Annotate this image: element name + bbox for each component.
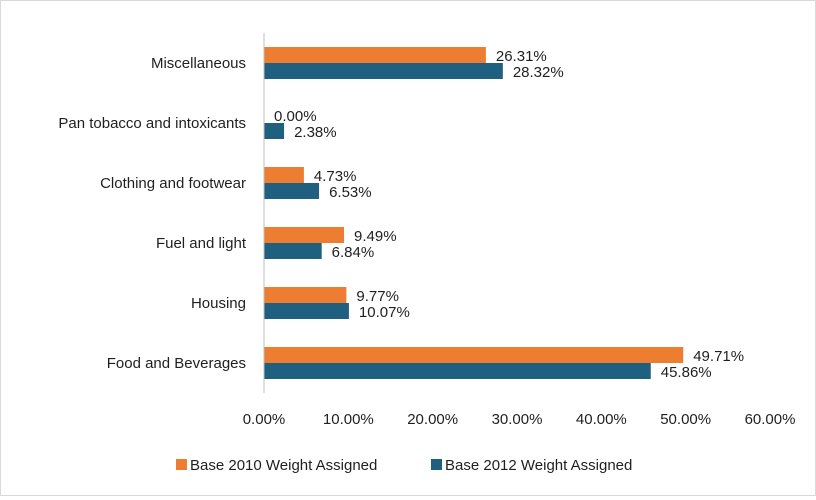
category-label-fuel-and-light: Fuel and light [156,235,247,252]
x-tick-label: 50.00% [660,411,711,428]
data-label-base-2010-weight-assigned-clothing-and-footwear: 4.73% [314,168,357,185]
data-label-base-2010-weight-assigned-miscellaneous: 26.31% [496,48,547,65]
category-labels: Food and Beverages Housing Fuel and light C… [58,55,246,372]
category-label-pan-tobacco-and-intoxicants: Pan tobacco and intoxicants [58,115,246,132]
bar-base-2012-weight-assigned-housing [264,303,349,319]
data-label-base-2012-weight-assigned-miscellaneous: 28.32% [513,64,564,81]
data-labels: 49.71%45.86% 9.77%10.07% 9.49%6.84% 4.73%6.… [274,48,744,381]
x-tick-label: 0.00% [243,411,286,428]
legend-label-base-2012-weight-assigned: Base 2012 Weight Assigned [445,457,632,474]
legend-swatch-base-2012-weight-assigned [431,459,442,470]
data-label-base-2012-weight-assigned-food-and-beverages: 45.86% [661,364,712,381]
bar-base-2010-weight-assigned-clothing-and-footwear [264,167,304,183]
category-label-clothing-and-footwear: Clothing and footwear [100,175,246,192]
legend-swatch-base-2010-weight-assigned [176,459,187,470]
data-label-base-2012-weight-assigned-clothing-and-footwear: 6.53% [329,184,372,201]
legend-label-base-2010-weight-assigned: Base 2010 Weight Assigned [190,457,377,474]
x-tick-label: 60.00% [745,411,796,428]
data-label-base-2012-weight-assigned-housing: 10.07% [359,304,410,321]
bar-base-2012-weight-assigned-clothing-and-footwear [264,183,320,199]
data-label-base-2010-weight-assigned-fuel-and-light: 9.49% [354,228,397,245]
data-label-base-2010-weight-assigned-food-and-beverages: 49.71% [693,348,744,365]
x-tick-labels: 0.00% 10.00% 20.00% 30.00% 40.00% 50.00% 60.00… [243,411,796,428]
data-label-base-2010-weight-assigned-pan-tobacco-and-intoxicants: 0.00% [274,108,317,125]
data-label-base-2012-weight-assigned-pan-tobacco-and-intoxicants: 2.38% [294,124,337,141]
category-label-miscellaneous: Miscellaneous [151,55,246,72]
bar-base-2010-weight-assigned-housing [264,287,347,303]
legend: Base 2010 Weight Assigned Base 2012 Weigh… [176,457,632,474]
x-tick-label: 10.00% [323,411,374,428]
category-label-housing: Housing [191,295,246,312]
x-tick-label: 30.00% [492,411,543,428]
x-tick-label: 20.00% [407,411,458,428]
x-tick-label: 40.00% [576,411,627,428]
bar-base-2012-weight-assigned-fuel-and-light [264,243,322,259]
category-label-food-and-beverages: Food and Beverages [107,355,246,372]
bar-base-2012-weight-assigned-food-and-beverages [264,363,651,379]
bar-base-2012-weight-assigned-pan-tobacco-and-intoxicants [264,123,285,139]
bar-base-2010-weight-assigned-fuel-and-light [264,227,345,243]
bar-base-2010-weight-assigned-miscellaneous [264,47,486,63]
bars-group [264,47,684,379]
data-label-base-2012-weight-assigned-fuel-and-light: 6.84% [332,244,375,261]
bar-base-2012-weight-assigned-miscellaneous [264,63,503,79]
bar-base-2010-weight-assigned-food-and-beverages [264,347,684,363]
data-label-base-2010-weight-assigned-housing: 9.77% [356,288,399,305]
